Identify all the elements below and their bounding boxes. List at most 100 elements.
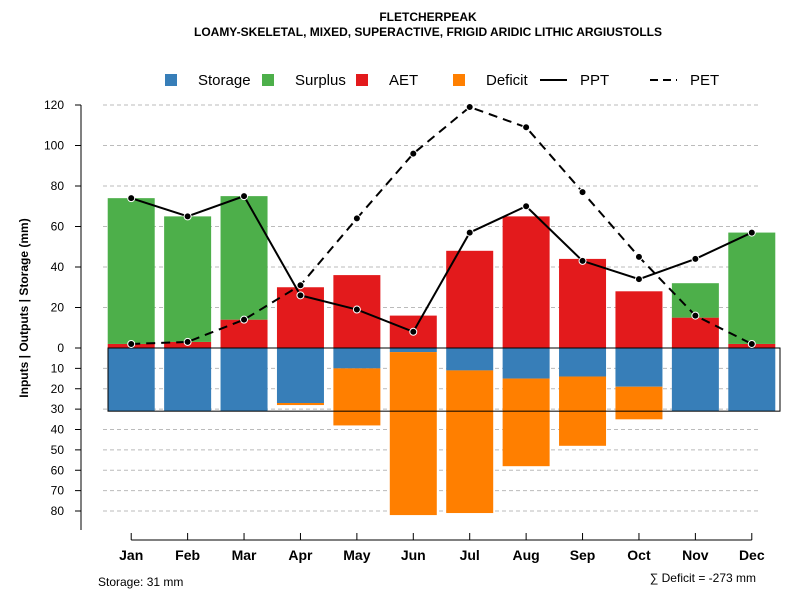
- legend-label: PPT: [580, 72, 609, 89]
- pet-point: [578, 188, 587, 197]
- deficit-bar: [389, 352, 437, 516]
- lines-group: [127, 103, 756, 348]
- legend-label: Surplus: [295, 72, 346, 89]
- pet-point: [127, 339, 136, 348]
- storage-bar: [164, 348, 212, 412]
- x-tick-label: Oct: [627, 547, 651, 563]
- x-tick-label: Jun: [401, 547, 426, 563]
- storage-bar: [107, 348, 155, 412]
- aet-bar: [502, 216, 550, 348]
- ppt-point: [578, 256, 587, 265]
- storage-capacity-box: [107, 347, 781, 412]
- ppt-point: [296, 291, 305, 300]
- storage-bar: [276, 348, 324, 404]
- ppt-point: [522, 202, 531, 211]
- surplus-bar: [220, 196, 268, 320]
- pet-point: [522, 123, 531, 132]
- storage-bar: [220, 348, 268, 412]
- storage-bar: [333, 348, 381, 369]
- deficit-bar: [615, 386, 663, 420]
- pet-line: [131, 105, 753, 345]
- storage-bar: [671, 348, 719, 412]
- y-tick-label: 40: [51, 260, 65, 274]
- x-tick-label: Jul: [460, 547, 480, 563]
- legend: Storage Surplus AET Deficit PPT PET: [165, 72, 719, 89]
- deficit-bar: [502, 378, 550, 467]
- storage-bar: [502, 348, 550, 379]
- storage-bar: [446, 348, 494, 371]
- ppt-point: [465, 228, 474, 237]
- x-tick-label: Nov: [682, 547, 709, 563]
- axes-group: 0 20 40 60 80 100 120 10 20 30 40 50 60 70 80 Jan Feb Mar…: [44, 98, 765, 563]
- legend-label: PET: [690, 72, 719, 89]
- legend-label: AET: [389, 72, 418, 89]
- chart-subtitle: LOAMY-SKELETAL, MIXED, SUPERACTIVE, FRIG…: [194, 25, 662, 39]
- legend-swatch: [262, 74, 274, 86]
- y-tick-label: 20: [51, 382, 65, 396]
- deficit-footnote: ∑ Deficit = -273 mm: [650, 571, 756, 585]
- surplus-bar: [728, 232, 776, 344]
- y-tick-label: 40: [51, 423, 65, 437]
- y-tick-label: 120: [44, 98, 64, 112]
- y-tick-label: 20: [51, 301, 65, 315]
- pet-point: [409, 149, 418, 158]
- y-tick-label: 80: [51, 179, 65, 193]
- x-tick-label: Aug: [513, 547, 540, 563]
- storage-bar: [728, 348, 776, 412]
- ppt-point: [127, 194, 136, 203]
- pet-point: [634, 252, 643, 261]
- x-tick-label: Jan: [119, 547, 143, 563]
- pet-point: [352, 214, 361, 223]
- legend-label: Storage: [198, 72, 251, 89]
- storage-bar: [389, 348, 437, 353]
- legend-swatch: [453, 74, 465, 86]
- bars-group: [107, 196, 781, 516]
- x-tick-label: May: [343, 547, 370, 563]
- deficit-bar: [333, 368, 381, 426]
- y-tick-label: 80: [51, 504, 65, 518]
- ppt-point: [409, 327, 418, 336]
- y-tick-label: 70: [51, 484, 65, 498]
- pet-point: [183, 337, 192, 346]
- chart-title: FLETCHERPEAK: [379, 10, 477, 24]
- ppt-point: [352, 305, 361, 314]
- pet-point: [691, 311, 700, 320]
- ppt-point: [634, 275, 643, 284]
- surplus-bar: [164, 216, 212, 342]
- y-tick-label: 100: [44, 139, 64, 153]
- surplus-bar: [107, 198, 155, 344]
- ppt-line: [130, 194, 753, 334]
- y-tick-label: 30: [51, 402, 65, 416]
- pet-point: [240, 315, 249, 324]
- storage-bar: [559, 348, 607, 377]
- y-tick-label: 60: [51, 463, 65, 477]
- aet-bar: [446, 250, 494, 348]
- x-tick-label: Sep: [570, 547, 596, 563]
- ppt-point: [240, 192, 249, 201]
- y-tick-label: 10: [51, 361, 65, 375]
- x-tick-label: Mar: [232, 547, 257, 563]
- storage-footnote: Storage: 31 mm: [98, 575, 183, 589]
- legend-swatch: [165, 74, 177, 86]
- deficit-bar: [276, 403, 324, 406]
- y-tick-label: 0: [57, 341, 64, 355]
- ppt-point: [691, 254, 700, 263]
- deficit-bar: [446, 370, 494, 514]
- y-tick-label: 50: [51, 443, 65, 457]
- y-axis-label: Inputs | Outputs | Storage (mm): [17, 218, 31, 397]
- pet-point: [747, 339, 756, 348]
- storage-bar: [615, 348, 663, 387]
- legend-swatch: [356, 74, 368, 86]
- x-tick-label: Apr: [288, 547, 313, 563]
- legend-label: Deficit: [486, 72, 529, 89]
- aet-bar: [220, 319, 268, 348]
- y-tick-label: 60: [51, 220, 65, 234]
- pet-point: [296, 281, 305, 290]
- x-tick-label: Feb: [175, 547, 200, 563]
- aet-bar: [615, 291, 663, 348]
- aet-bar: [671, 317, 719, 348]
- aet-bar: [559, 258, 607, 348]
- pet-point: [465, 103, 474, 112]
- x-tick-label: Dec: [739, 547, 765, 563]
